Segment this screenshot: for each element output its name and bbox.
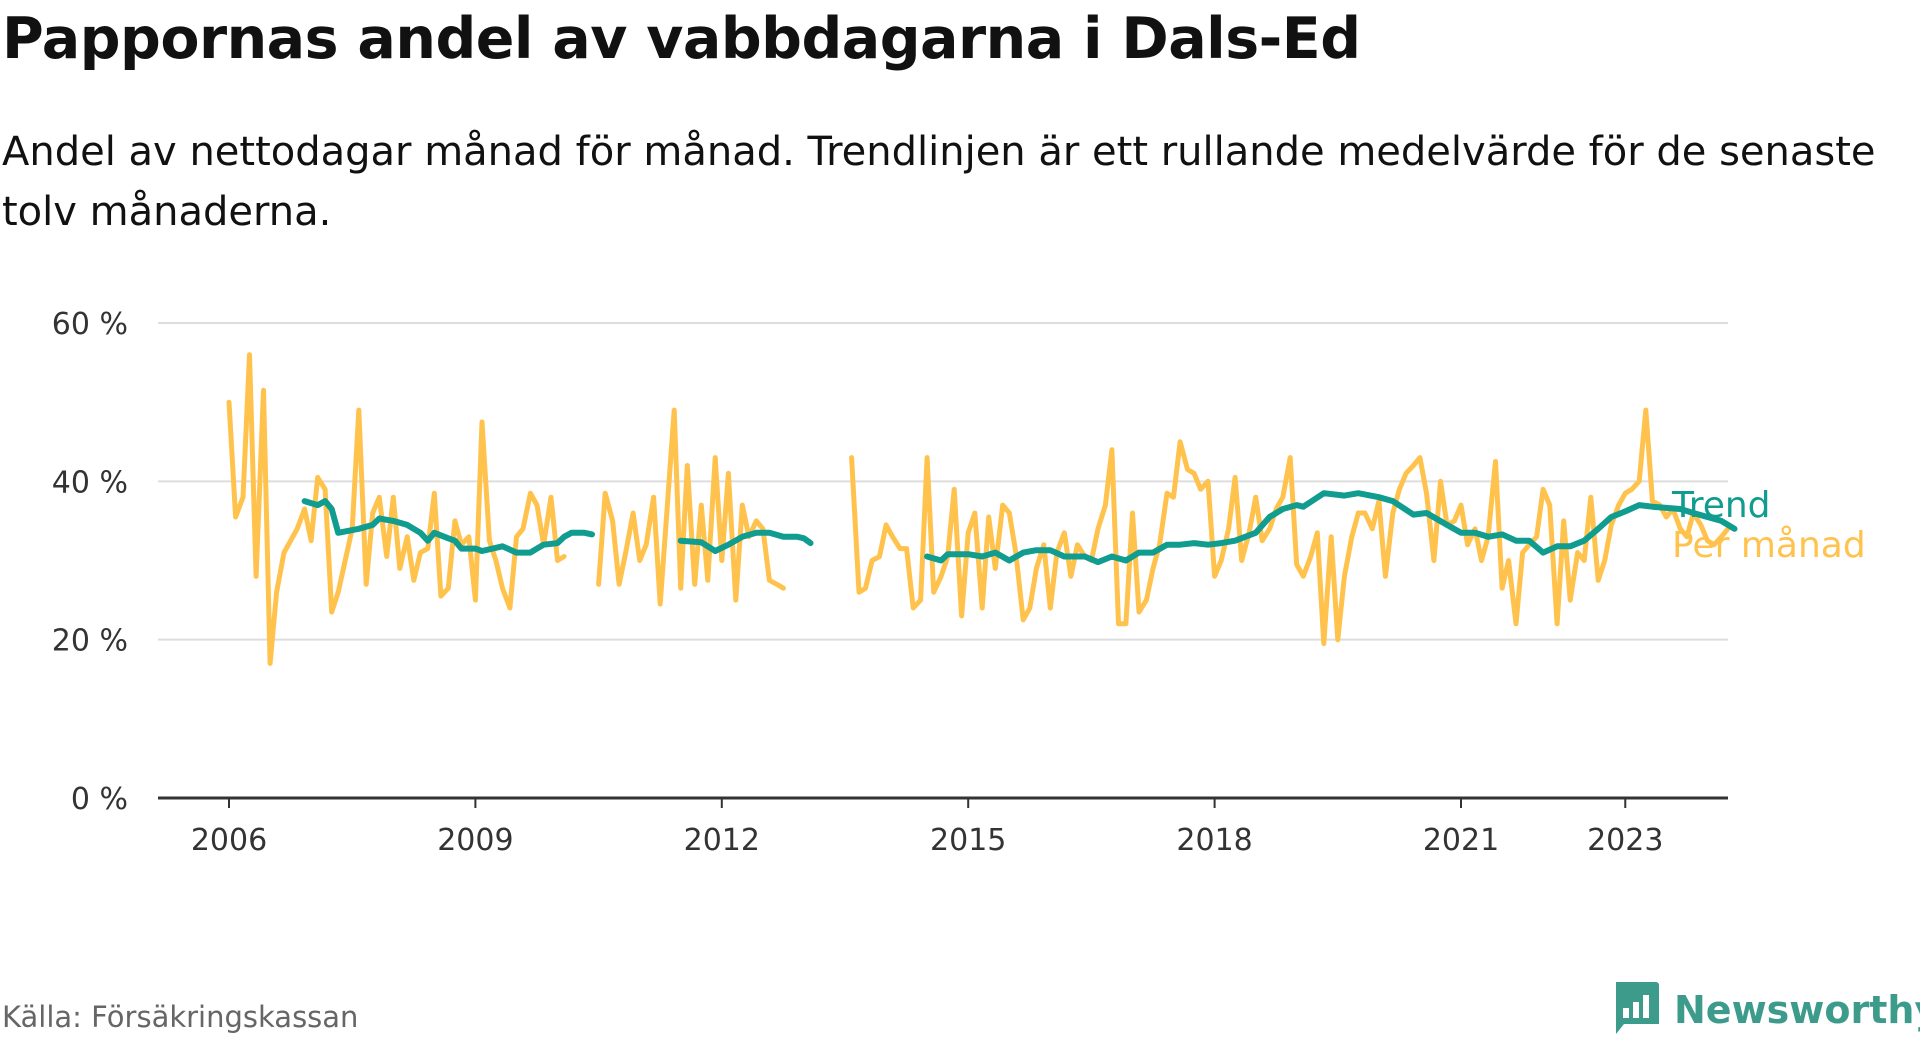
y-tick-label: 0 % bbox=[71, 782, 128, 817]
chart-title: Pappornas andel av vabbdagarna i Dals-Ed bbox=[2, 6, 1361, 72]
x-tick-label: 2015 bbox=[930, 823, 1006, 858]
gridlines bbox=[158, 322, 1728, 641]
series-lines bbox=[226, 352, 1738, 666]
x-tick-label: 2009 bbox=[437, 823, 513, 858]
brand-name: Newsworthy bbox=[1674, 988, 1920, 1032]
legend-trend: Trend bbox=[1671, 485, 1771, 526]
x-tick-label: 2018 bbox=[1176, 823, 1252, 858]
x-tick-label: 2023 bbox=[1587, 823, 1663, 858]
legend-per-month: Per månad bbox=[1672, 525, 1866, 566]
x-tick-label: 2006 bbox=[191, 823, 267, 858]
source-note: Källa: Försäkringskassan bbox=[2, 1000, 359, 1034]
bar-chart-speech-bubble-icon bbox=[1612, 980, 1660, 1040]
trend-line bbox=[924, 490, 1738, 566]
per-month-line bbox=[849, 407, 1731, 647]
y-tick-label: 60 % bbox=[52, 307, 128, 342]
x-tick-label: 2021 bbox=[1423, 823, 1499, 858]
per-month-line bbox=[226, 352, 567, 666]
per-month-line bbox=[596, 407, 786, 607]
x-tick-label: 2012 bbox=[684, 823, 760, 858]
trend-line bbox=[301, 498, 595, 556]
trend-line bbox=[677, 529, 814, 554]
y-tick-label: 20 % bbox=[52, 624, 128, 659]
newsworthy-logo[interactable]: Newsworthy bbox=[1612, 980, 1920, 1040]
y-tick-label: 40 % bbox=[52, 465, 128, 500]
x-axis-ticks: 2006 2009 2012 2015 2018 2021 2023 bbox=[191, 798, 1663, 858]
y-axis-ticks: 0 % 20 % 40 % 60 % bbox=[52, 307, 128, 817]
chart-subtitle: Andel av nettodagar månad för månad. Tre… bbox=[2, 129, 1876, 235]
